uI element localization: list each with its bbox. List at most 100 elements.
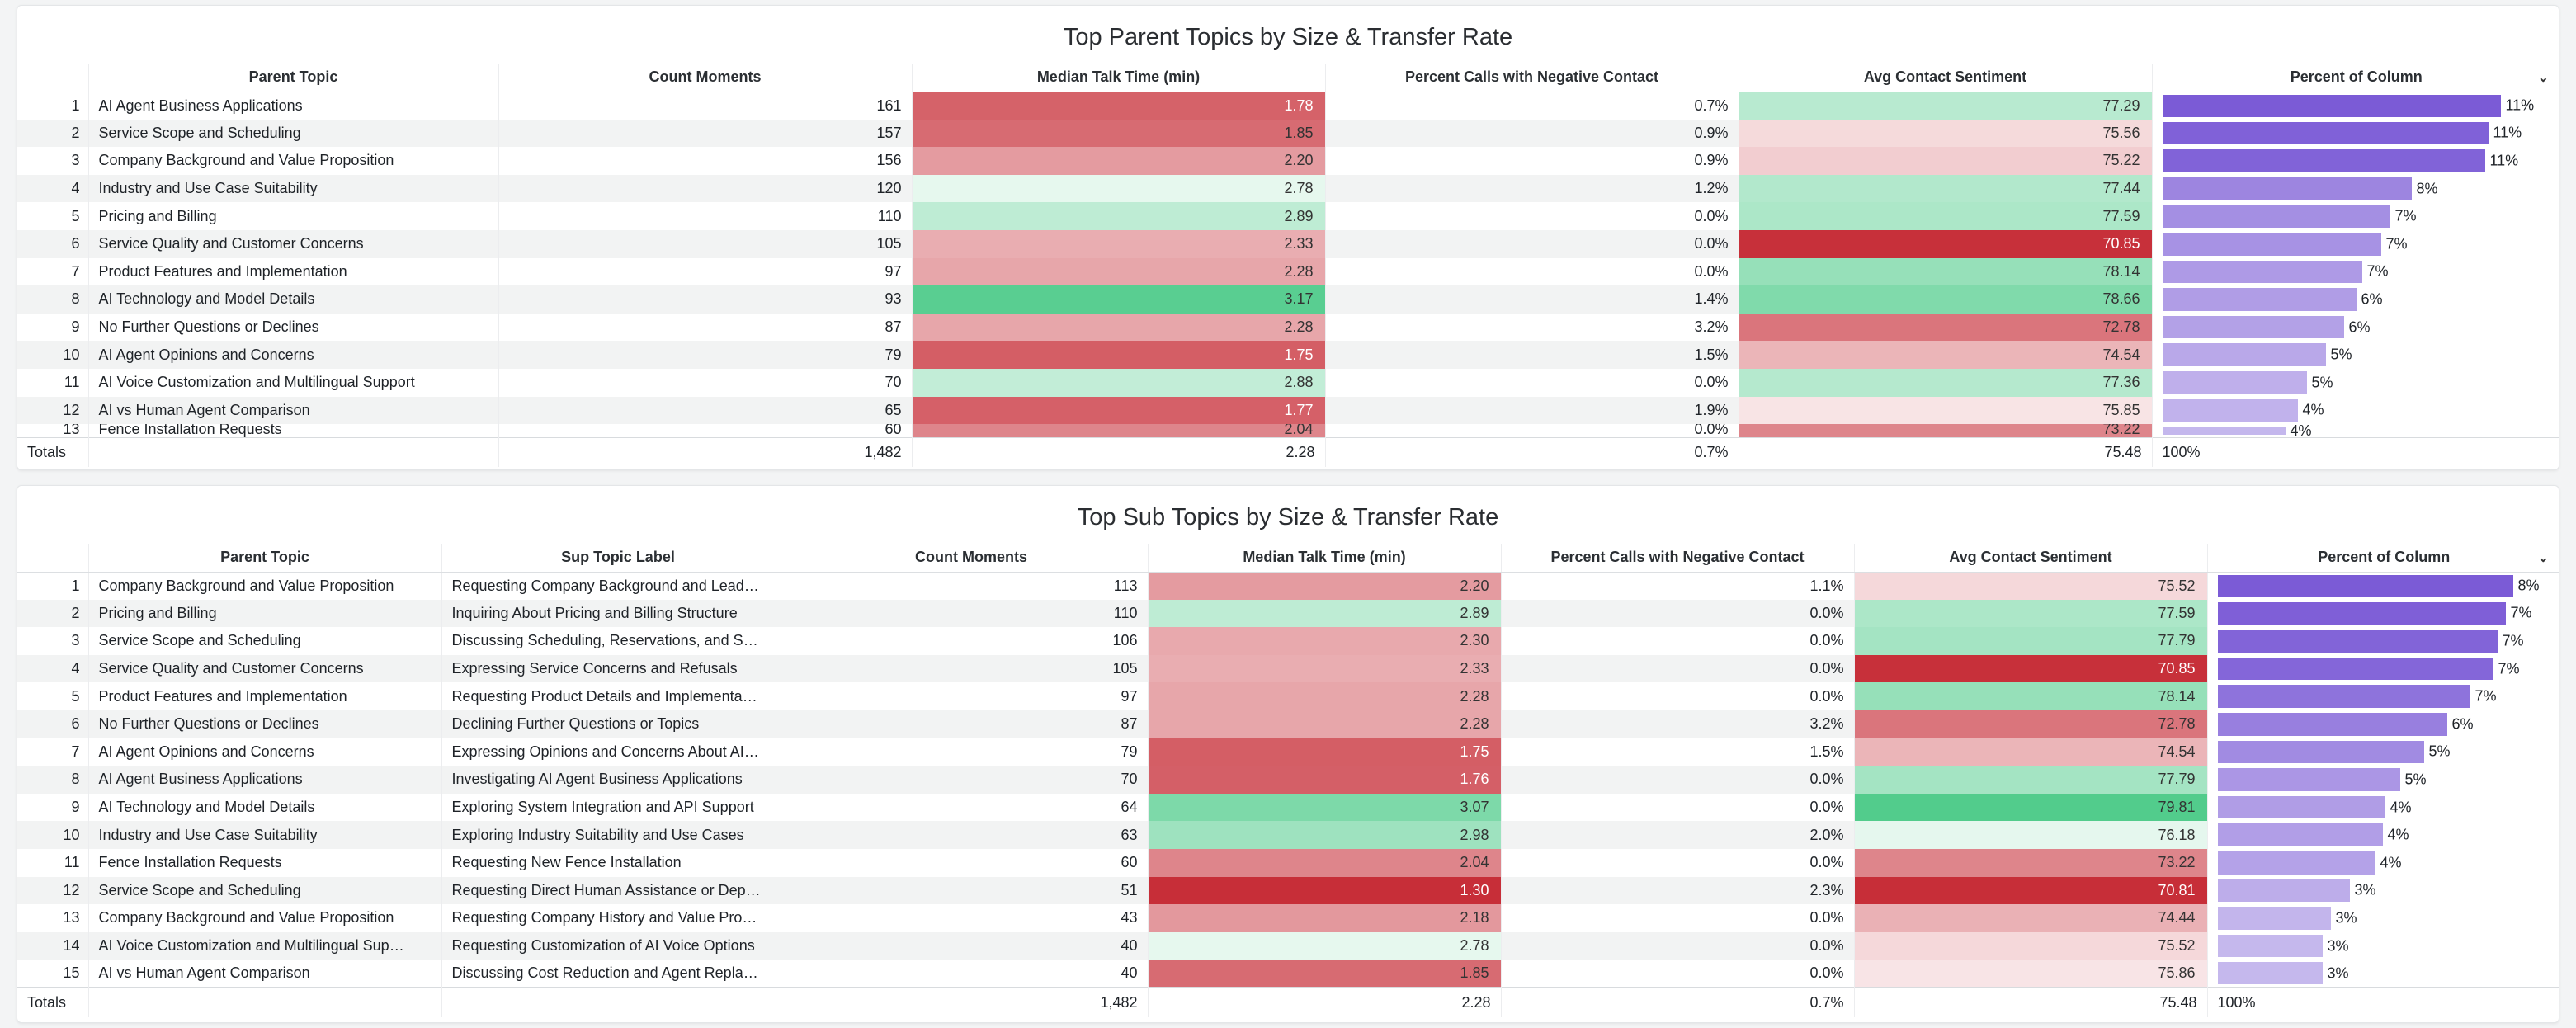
cell-avg-sentiment: 78.14 [1739, 257, 2153, 286]
cell-percent-negative: 2.3% [1501, 876, 1855, 905]
column-header-percent-of-column[interactable]: Percent of Column ⌄ [2152, 64, 2559, 92]
column-header-count-moments[interactable]: Count Moments [498, 64, 913, 92]
table-row[interactable]: 11 AI Voice Customization and Multilingua… [17, 368, 2559, 397]
cell-parent-topic: Fence Installation Requests [88, 424, 499, 438]
cell-median-talk-time: 2.89 [1148, 599, 1502, 628]
table-row[interactable]: 8 AI Agent Business Applications Investiga… [17, 766, 2559, 794]
percent-label: 3% [2354, 881, 2376, 898]
table-row[interactable]: 9 AI Technology and Model Details Explorin… [17, 793, 2559, 822]
percent-label: 4% [2290, 424, 2312, 438]
column-header-percent-negative[interactable]: Percent Calls with Negative Contact [1325, 64, 1739, 92]
cell-percent-negative: 0.0% [1325, 424, 1739, 438]
totals-row: Totals 1,482 2.28 0.7% 75.48 100% [17, 987, 2559, 1017]
column-header-sub-topic-label[interactable]: Sup Topic Label [441, 544, 795, 573]
table-row[interactable]: 6 No Further Questions or Declines Declini… [17, 710, 2559, 738]
percent-bar [2217, 768, 2400, 791]
cell-parent-topic: AI Technology and Model Details [88, 793, 442, 822]
percent-label: 6% [2348, 318, 2371, 336]
row-index: 10 [17, 821, 89, 849]
cell-percent-of-column: 4% [2207, 821, 2559, 849]
cell-count-moments: 87 [795, 710, 1149, 738]
cell-avg-sentiment: 77.59 [1739, 202, 2153, 230]
row-index: 11 [17, 368, 89, 397]
table-row[interactable]: 4 Service Quality and Customer Concerns Ex… [17, 654, 2559, 683]
cell-avg-sentiment: 78.14 [1854, 682, 2208, 710]
cell-median-talk-time: 2.89 [912, 202, 1326, 230]
cell-sub-topic: Investigating AI Agent Business Applicat… [441, 766, 795, 794]
chevron-down-icon[interactable]: ⌄ [2537, 71, 2549, 85]
cell-percent-of-column: 3% [2207, 960, 2559, 988]
cell-count-moments: 106 [795, 627, 1149, 655]
table-row[interactable]: 1 Company Background and Value Propositio… [17, 572, 2559, 600]
cell-avg-sentiment: 72.78 [1739, 313, 2153, 342]
cell-percent-of-column: 4% [2152, 424, 2559, 438]
row-index: 7 [17, 738, 89, 766]
table-row[interactable]: 4 Industry and Use Case Suitability 120 2.7… [17, 174, 2559, 203]
column-header-percent-of-column[interactable]: Percent of Column ⌄ [2207, 544, 2559, 573]
cell-avg-sentiment: 77.79 [1854, 766, 2208, 794]
column-header-parent-topic[interactable]: Parent Topic [88, 544, 442, 573]
table-row[interactable]: 12 Service Scope and Scheduling Requesting… [17, 876, 2559, 905]
table-row[interactable]: 1 AI Agent Business Applications 161 1.78 0.… [17, 92, 2559, 120]
table-row[interactable]: 5 Pricing and Billing 110 2.89 0.0% 77.59 7% [17, 202, 2559, 230]
cell-median-talk-time: 2.33 [1148, 654, 1502, 683]
cell-percent-negative: 0.0% [1501, 793, 1855, 822]
cell-percent-negative: 0.0% [1325, 368, 1739, 397]
column-header-avg-sentiment[interactable]: Avg Contact Sentiment [1739, 64, 2153, 92]
table-row[interactable]: 7 AI Agent Opinions and Concerns Expressin… [17, 738, 2559, 766]
table-row[interactable]: 10 AI Agent Opinions and Concerns 79 1.75 1.… [17, 341, 2559, 369]
table-row[interactable]: 2 Pricing and Billing Inquiring About Pric… [17, 599, 2559, 628]
table-row[interactable]: 5 Product Features and Implementation Requ… [17, 682, 2559, 710]
cell-percent-of-column: 6% [2152, 313, 2559, 342]
cell-parent-topic: AI vs Human Agent Comparison [88, 396, 499, 425]
percent-bar [2217, 907, 2331, 930]
totals-sentiment: 75.48 [1854, 987, 2208, 1017]
table-row[interactable]: 12 AI vs Human Agent Comparison 65 1.77 1.9%… [17, 396, 2559, 425]
chevron-down-icon[interactable]: ⌄ [2537, 551, 2549, 565]
cell-median-talk-time: 1.85 [1148, 960, 1502, 988]
percent-bar [2217, 879, 2350, 903]
table-row[interactable]: 10 Industry and Use Case Suitability Explo… [17, 821, 2559, 849]
cell-percent-of-column: 8% [2152, 174, 2559, 203]
column-header-count-moments[interactable]: Count Moments [795, 544, 1149, 573]
table-row[interactable]: 3 Company Background and Value Propositio… [17, 147, 2559, 175]
table-row[interactable]: 13 Company Background and Value Propositi… [17, 904, 2559, 932]
parent-topics-title: Top Parent Topics by Size & Transfer Rat… [1063, 24, 1513, 50]
cell-median-talk-time: 2.20 [912, 147, 1326, 175]
cell-percent-negative: 0.9% [1325, 147, 1739, 175]
cell-sub-topic: Declining Further Questions or Topics [441, 710, 795, 738]
row-index: 1 [17, 572, 89, 600]
table-row[interactable]: 8 AI Technology and Model Details 93 3.17 1.… [17, 285, 2559, 314]
column-header-parent-topic[interactable]: Parent Topic [88, 64, 499, 92]
cell-count-moments: 156 [498, 147, 913, 175]
column-header-percent-negative[interactable]: Percent Calls with Negative Contact [1501, 544, 1855, 573]
cell-percent-of-column: 7% [2152, 202, 2559, 230]
row-index: 8 [17, 766, 89, 794]
table-row[interactable]: 14 AI Voice Customization and Multilingua… [17, 931, 2559, 960]
table-row[interactable]: 6 Service Quality and Customer Concerns 10… [17, 229, 2559, 258]
cell-percent-of-column: 5% [2207, 766, 2559, 794]
percent-bar [2217, 574, 2513, 597]
cell-percent-negative: 3.2% [1501, 710, 1855, 738]
cell-median-talk-time: 3.07 [1148, 793, 1502, 822]
cell-percent-of-column: 3% [2207, 904, 2559, 932]
column-header-median-talk-time[interactable]: Median Talk Time (min) [912, 64, 1326, 92]
sub-topics-card: Top Sub Topics by Size & Transfer Rate P… [17, 485, 2559, 1023]
cell-sub-topic: Requesting Company Background and Lead… [441, 572, 795, 600]
cell-sub-topic: Requesting Customization of AI Voice Opt… [441, 931, 795, 960]
row-index: 7 [17, 257, 89, 286]
cell-avg-sentiment: 73.22 [1739, 424, 2153, 438]
cell-percent-of-column: 4% [2207, 793, 2559, 822]
cell-parent-topic: Service Quality and Customer Concerns [88, 654, 442, 683]
table-row[interactable]: 3 Service Scope and Scheduling Discussing … [17, 627, 2559, 655]
column-header-avg-sentiment[interactable]: Avg Contact Sentiment [1854, 544, 2208, 573]
table-row[interactable]: 2 Service Scope and Scheduling 157 1.85 0.9%… [17, 119, 2559, 148]
column-header-median-talk-time[interactable]: Median Talk Time (min) [1148, 544, 1502, 573]
table-row[interactable]: 9 No Further Questions or Declines 87 2.28 3… [17, 313, 2559, 342]
table-row[interactable]: 15 AI vs Human Agent Comparison Discussing… [17, 960, 2559, 988]
cell-parent-topic: Industry and Use Case Suitability [88, 174, 499, 203]
table-row[interactable]: 13 Fence Installation Requests 60 2.04 0.0% 7… [17, 424, 2559, 438]
table-row[interactable]: 7 Product Features and Implementation 97 2.… [17, 257, 2559, 286]
percent-label: 7% [2385, 235, 2408, 252]
table-row[interactable]: 11 Fence Installation Requests Requesting … [17, 848, 2559, 877]
